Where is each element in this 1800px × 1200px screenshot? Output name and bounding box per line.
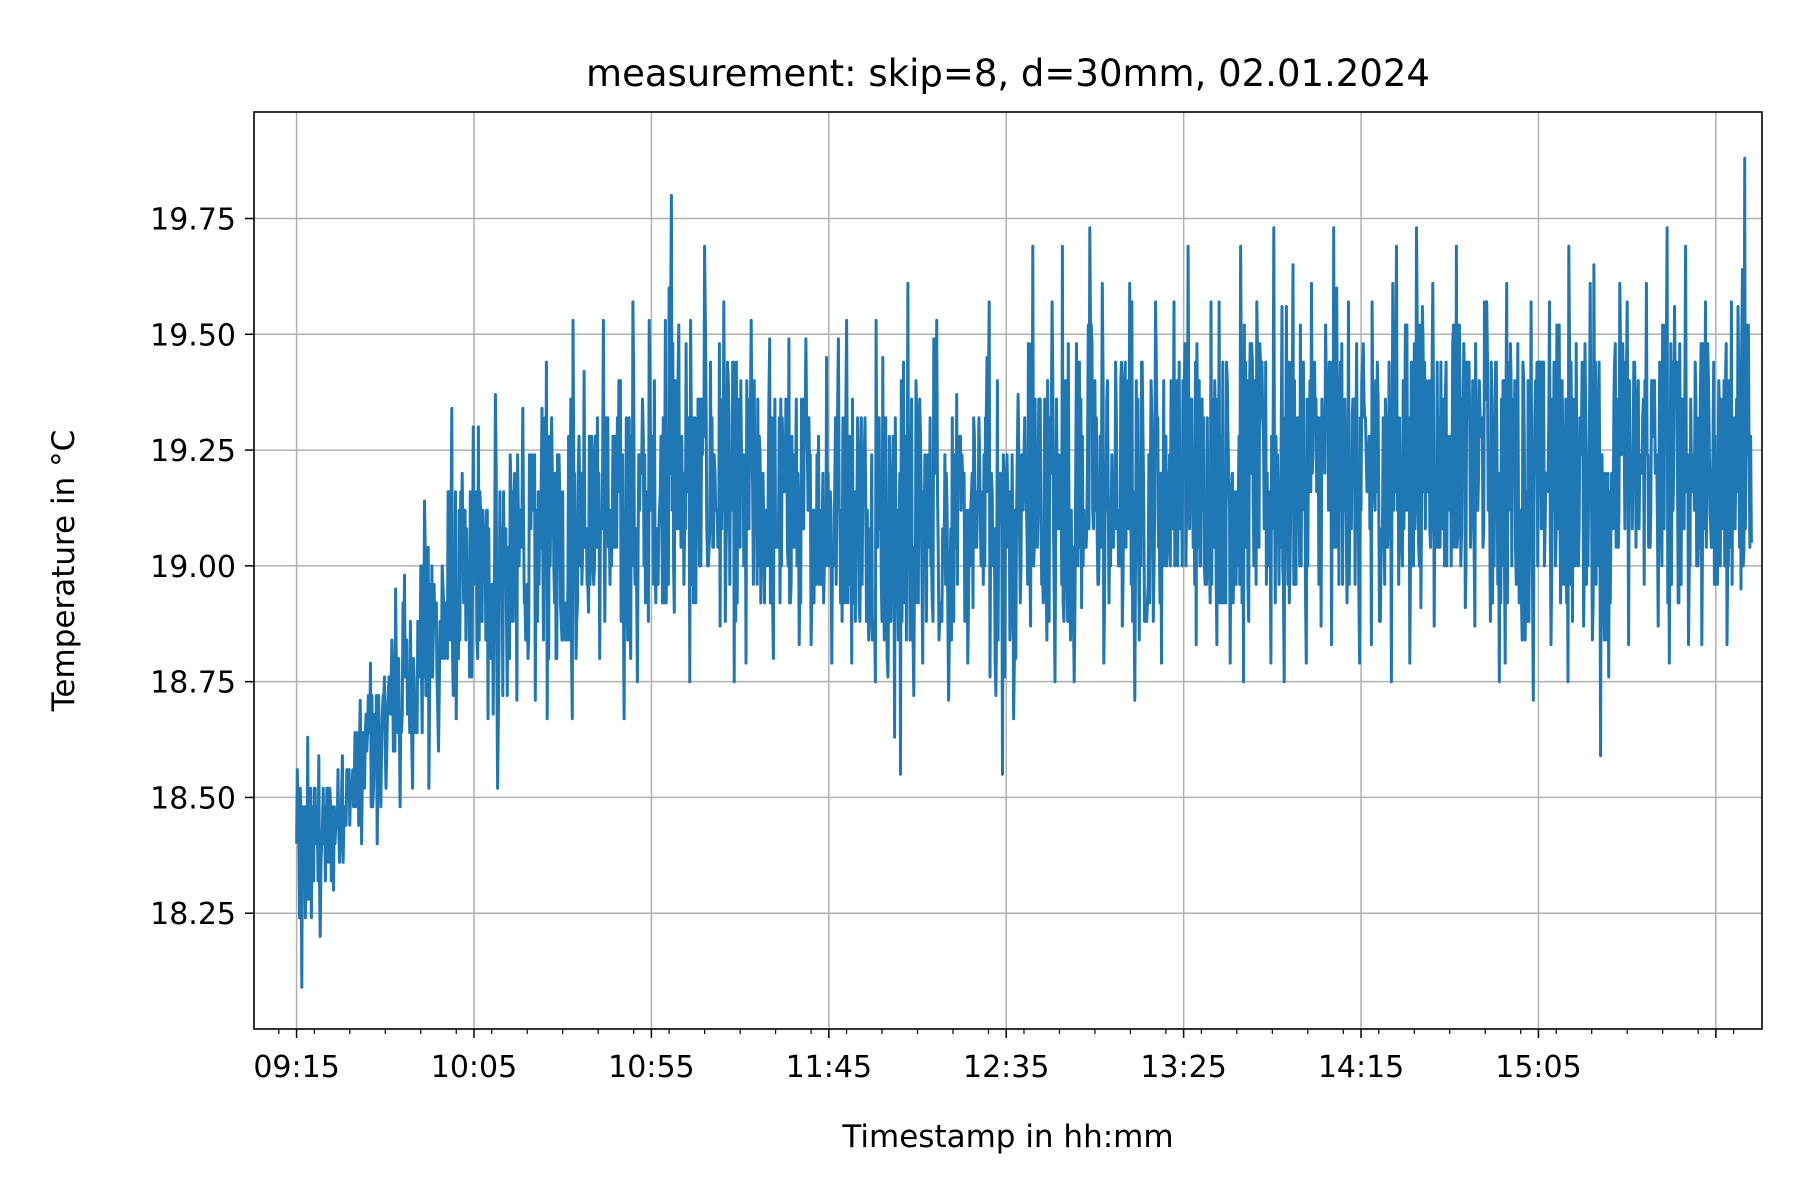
y-tick-label: 18.25 <box>150 897 236 932</box>
x-tick-label: 10:55 <box>608 1050 694 1085</box>
tick-layer <box>245 217 1735 1038</box>
x-tick-label: 11:45 <box>786 1050 872 1085</box>
x-tick-label: 14:15 <box>1318 1050 1404 1085</box>
y-tick-label: 18.50 <box>150 781 236 816</box>
x-tick-label: 15:05 <box>1495 1050 1581 1085</box>
temperature-series-line <box>295 156 1753 989</box>
y-tick-label: 19.50 <box>150 318 236 353</box>
x-tick-label: 09:15 <box>253 1050 339 1085</box>
x-axis-title: Timestamp in hh:mm <box>841 1119 1173 1155</box>
series-layer <box>295 156 1753 989</box>
y-tick-label: 19.00 <box>150 550 236 585</box>
x-tick-label: 10:05 <box>431 1050 517 1085</box>
y-tick-label: 19.75 <box>150 203 236 238</box>
y-tick-label: 18.75 <box>150 666 236 701</box>
x-tick-label: 12:35 <box>963 1050 1049 1085</box>
x-tick-label: 13:25 <box>1140 1050 1226 1085</box>
chart-title: measurement: skip=8, d=30mm, 02.01.2024 <box>586 52 1430 95</box>
plot-frame <box>253 111 1763 1030</box>
grid-layer <box>254 112 1762 1029</box>
y-axis-title: Temperature in °C <box>46 430 82 712</box>
label-layer: 09:15 10:05 10:55 11:45 12:35 13:25 14:15 15:05… <box>150 203 1582 1085</box>
y-tick-label: 19.25 <box>150 434 236 469</box>
